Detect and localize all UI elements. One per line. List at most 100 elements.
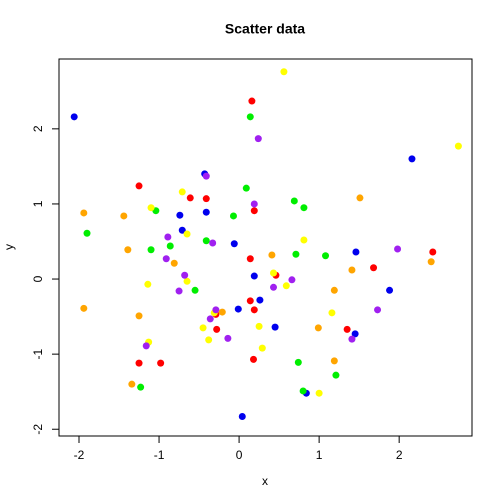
- point: [255, 322, 263, 330]
- point: [330, 357, 338, 365]
- point: [242, 184, 250, 192]
- point: [229, 212, 237, 220]
- point: [202, 172, 210, 180]
- point: [175, 287, 183, 295]
- point: [164, 233, 172, 241]
- x-tick-label: 2: [396, 448, 403, 462]
- point: [248, 97, 256, 105]
- point: [162, 255, 170, 263]
- y-tick-label: 0: [31, 275, 45, 282]
- point: [183, 277, 191, 285]
- point: [268, 251, 276, 259]
- point: [288, 276, 296, 284]
- point: [292, 250, 300, 258]
- point: [270, 269, 278, 277]
- point: [258, 344, 266, 352]
- point: [454, 142, 462, 150]
- y-axis-label: y: [2, 244, 16, 250]
- point: [70, 113, 78, 121]
- point: [170, 259, 178, 267]
- point: [322, 252, 330, 260]
- point: [370, 264, 378, 272]
- x-tick-label: -2: [74, 448, 85, 462]
- point: [315, 389, 323, 397]
- point: [202, 208, 210, 216]
- point: [142, 342, 150, 350]
- point: [181, 271, 189, 279]
- point: [386, 286, 394, 294]
- point: [209, 239, 217, 247]
- point: [299, 387, 307, 395]
- point: [166, 242, 174, 250]
- point: [427, 258, 435, 266]
- point: [271, 323, 279, 331]
- point: [124, 246, 132, 254]
- point: [408, 155, 416, 163]
- point: [429, 248, 437, 256]
- point: [176, 211, 184, 219]
- point: [290, 197, 298, 205]
- point: [199, 324, 207, 332]
- point: [314, 324, 322, 332]
- point: [374, 306, 382, 314]
- point: [213, 325, 221, 333]
- point: [83, 229, 91, 237]
- point: [120, 212, 128, 220]
- point: [183, 230, 191, 238]
- point: [256, 296, 264, 304]
- point: [147, 204, 155, 212]
- point: [186, 194, 194, 202]
- point: [352, 248, 360, 256]
- point: [330, 286, 338, 294]
- plot-frame: [58, 58, 473, 437]
- point: [178, 188, 186, 196]
- point: [80, 304, 88, 312]
- point: [394, 245, 402, 253]
- point: [230, 240, 238, 248]
- point: [348, 266, 356, 274]
- point: [202, 237, 210, 245]
- point: [250, 200, 258, 208]
- point: [348, 335, 356, 343]
- y-tick-label: 2: [31, 125, 45, 132]
- point: [250, 207, 258, 215]
- point: [282, 282, 290, 290]
- point: [137, 383, 145, 391]
- y-tick-label: -2: [31, 424, 45, 435]
- point: [246, 113, 254, 121]
- point: [294, 358, 302, 366]
- point: [206, 315, 214, 323]
- point: [157, 359, 165, 367]
- point: [234, 305, 242, 313]
- point: [250, 272, 258, 280]
- point: [218, 308, 226, 316]
- point: [246, 255, 254, 263]
- point: [144, 280, 152, 288]
- point: [300, 204, 308, 212]
- x-tick-label: 1: [316, 448, 323, 462]
- y-tick-label: -1: [31, 348, 45, 359]
- point: [224, 334, 232, 342]
- point: [356, 194, 364, 202]
- point: [205, 336, 213, 344]
- x-axis-label: x: [262, 474, 268, 488]
- point: [212, 306, 220, 314]
- point: [191, 286, 199, 294]
- point: [202, 195, 210, 203]
- point: [178, 226, 186, 234]
- x-tick-label: 0: [236, 448, 243, 462]
- point: [250, 306, 258, 314]
- point: [249, 355, 257, 363]
- point: [332, 371, 340, 379]
- point: [147, 246, 155, 254]
- y-tick-label: 1: [31, 200, 45, 207]
- point: [128, 380, 136, 388]
- point: [300, 236, 308, 244]
- point: [135, 359, 143, 367]
- point: [80, 209, 88, 217]
- chart-title: Scatter data: [225, 21, 305, 37]
- point: [254, 135, 262, 143]
- point: [351, 330, 359, 338]
